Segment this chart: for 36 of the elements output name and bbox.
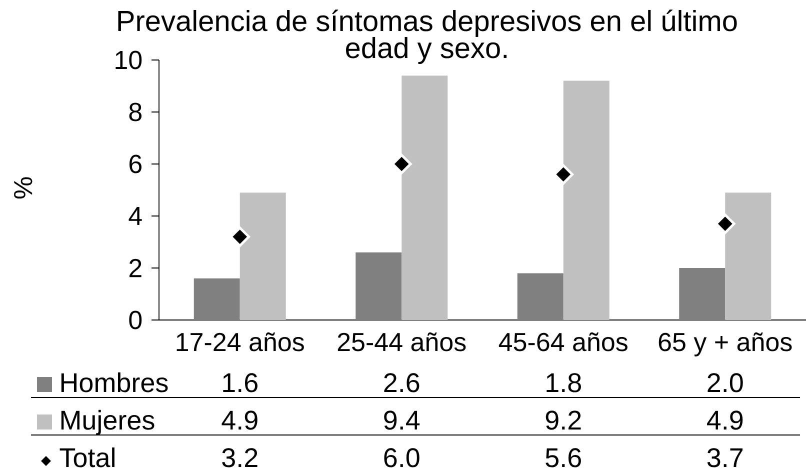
x-tick-label: 45-64 años [498, 332, 628, 352]
data-label: 3.7 [707, 448, 743, 468]
data-label: 4.9 [706, 410, 743, 430]
y-axis-title: % [14, 177, 32, 199]
y-tick-label: 6 [130, 154, 142, 174]
chart-subtitle: edad y sexo. [346, 36, 507, 64]
legend-label: Total [60, 447, 114, 468]
x-tick-label: 65 y + años [658, 332, 792, 356]
bar [725, 192, 772, 320]
bar [356, 252, 402, 320]
legend-label: Mujeres [61, 410, 154, 436]
y-tick-label: 2 [129, 258, 142, 278]
bar [563, 80, 610, 320]
y-tick-label: 0 [129, 310, 142, 330]
bar [679, 268, 726, 320]
bar [240, 192, 286, 320]
data-label: 6.0 [384, 448, 420, 468]
bar [402, 76, 448, 320]
x-tick-label: 25-44 años [338, 332, 466, 352]
x-tick-label: 17-24 años [176, 332, 304, 352]
bar [517, 273, 564, 320]
bar [194, 278, 240, 320]
data-label: 9.2 [546, 410, 581, 430]
chart-title: Prevalencia de síntomas depresivos en el último [118, 10, 737, 38]
y-tick-label: 4 [128, 207, 142, 225]
y-tick-label: 10 [116, 50, 142, 70]
data-label: 9.4 [384, 410, 420, 430]
data-label: 1.6 [223, 373, 258, 392]
data-label: 2.0 [708, 373, 743, 392]
data-label: 1.8 [546, 373, 581, 392]
legend-label: Hombres [61, 372, 168, 392]
data-label: 4.9 [222, 410, 258, 430]
data-label: 5.6 [546, 448, 581, 468]
y-tick-label: 8 [129, 102, 142, 122]
data-label: 2.6 [384, 373, 420, 392]
data-label: 3.2 [222, 448, 258, 468]
